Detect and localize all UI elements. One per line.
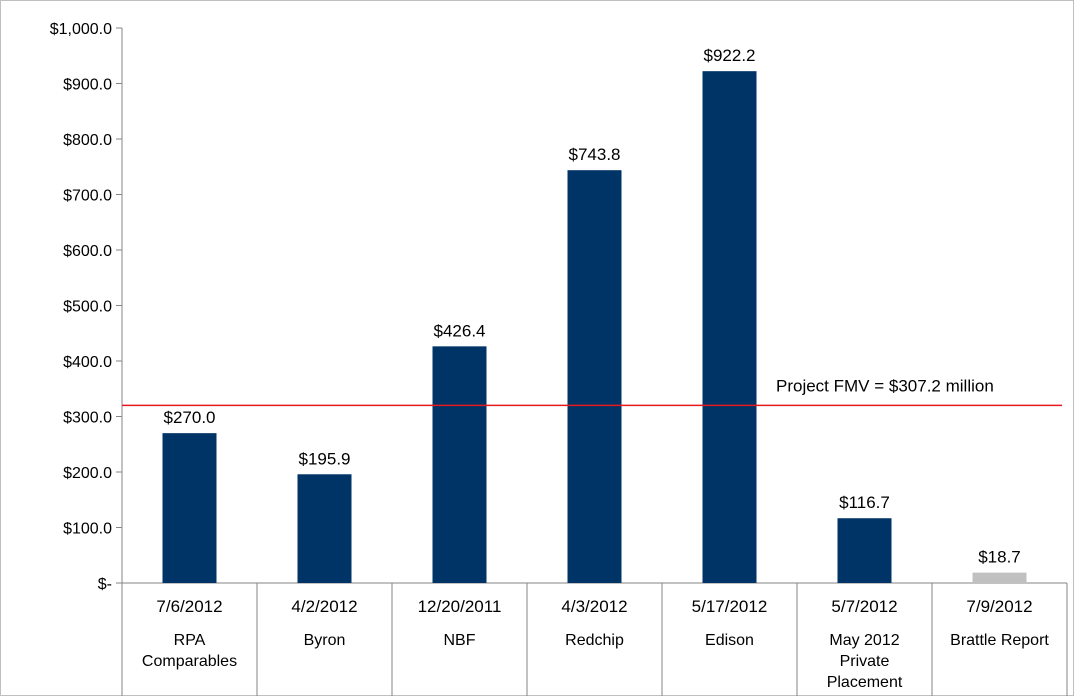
x-category-name: Comparables [142,653,237,670]
x-category-name: Placement [827,674,903,691]
y-tick-label: $400.0 [63,354,112,371]
x-category-name: Edison [705,632,754,649]
x-category-date: 4/3/2012 [561,597,627,616]
x-axis: 7/6/2012 RPA Comparables 4/2/2012 Byron 12/20… [121,582,1068,696]
y-tick-label: $600.0 [63,243,112,260]
y-tick-label: $1,000.0 [50,21,112,38]
bar-value-label: $922.2 [704,46,756,65]
x-category-name: Private [840,653,890,670]
bar [702,71,757,583]
x-category-date: 7/9/2012 [966,597,1032,616]
x-category-name: Brattle Report [950,632,1049,649]
x-category-name: May 2012 [829,632,899,649]
bar-value-label: $18.7 [978,548,1021,567]
x-category-date: 5/7/2012 [831,597,897,616]
reference-line-group: Project FMV = $307.2 million [122,376,1062,407]
x-category-name: NBF [444,632,476,649]
bar-value-label: $743.8 [569,145,621,164]
x-category-date: 7/6/2012 [156,597,222,616]
bar [837,518,892,583]
bars [162,71,1027,584]
bar-value-label: $195.9 [299,449,351,468]
bar [162,433,217,583]
y-tick-label: $700.0 [63,188,112,205]
y-tick-label: $100.0 [63,521,112,538]
reference-line-label: Project FMV = $307.2 million [776,376,994,395]
bar [432,346,487,583]
y-tick-label: $- [98,576,112,593]
y-tick-label: $200.0 [63,465,112,482]
data-labels: $270.0 $195.9 $426.4 $743.8 $922.2 $116.7 $18.… [164,46,1021,566]
y-tick-label: $300.0 [63,410,112,427]
x-category-date: 4/2/2012 [291,597,357,616]
bar [972,572,1027,583]
bar-value-label: $270.0 [164,408,216,427]
bar-value-label: $426.4 [434,321,486,340]
x-category-date: 5/17/2012 [692,597,768,616]
bar-value-label: $116.7 [839,493,890,512]
y-tick-label: $500.0 [63,299,112,316]
bar [567,170,622,584]
x-category-name: Byron [304,632,346,649]
y-tick-label: $800.0 [63,132,112,149]
y-tick-label: $900.0 [63,77,112,94]
x-category-name: RPA [174,632,206,649]
y-axis: $- $100.0 $200.0 $300.0 $400.0 $500.0 $600.0 $7… [50,21,123,593]
x-category-name: Redchip [565,632,624,649]
bar [297,474,352,583]
x-category-date: 12/20/2011 [418,597,502,616]
